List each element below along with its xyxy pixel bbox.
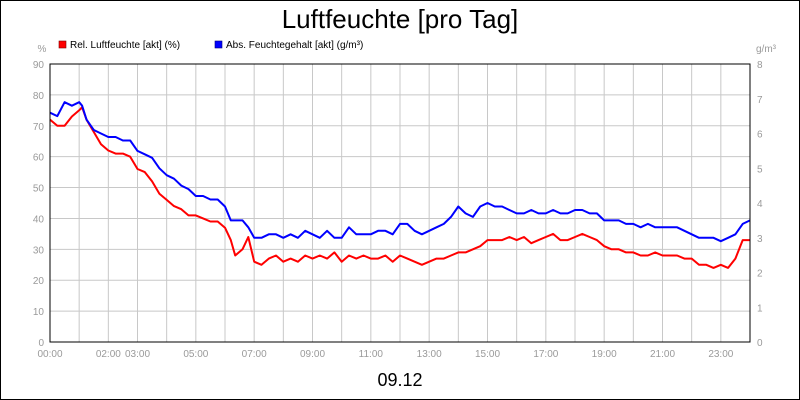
y-right-tick-label: 4 <box>757 199 763 210</box>
x-tick-label: 03:00 <box>125 349 150 360</box>
y-left-tick-label: 80 <box>33 91 45 102</box>
x-tick-label: 23:00 <box>708 349 733 360</box>
y-left-tick-label: 40 <box>33 214 45 225</box>
y-left-tick-label: 30 <box>33 245 45 256</box>
y-right-tick-label: 8 <box>757 60 763 71</box>
x-tick-label: 09:00 <box>300 349 325 360</box>
y-left-tick-label: 60 <box>33 153 45 164</box>
y-right-tick-label: 0 <box>757 338 763 349</box>
y-left-tick-label: 0 <box>38 338 44 349</box>
x-tick-label: 00:00 <box>37 349 62 360</box>
y-left-tick-label: 70 <box>33 122 45 133</box>
y-right-ticks: 0 1 2 3 4 5 6 7 8 <box>757 60 763 349</box>
y-right-tick-label: 3 <box>757 234 763 245</box>
x-tick-label: 02:00 <box>96 349 121 360</box>
legend-label-rel: Rel. Luftfeuchte [akt] (%) <box>70 40 180 51</box>
y-right-tick-label: 2 <box>757 269 763 280</box>
x-tick-label: 17:00 <box>533 349 558 360</box>
y-left-tick-label: 10 <box>33 307 45 318</box>
x-tick-label: 11:00 <box>359 349 384 360</box>
y-right-tick-label: 7 <box>757 95 763 106</box>
series-lines <box>49 101 751 269</box>
chart-title: Luftfeuchte [pro Tag] <box>282 4 519 34</box>
y-right-tick-label: 6 <box>757 130 763 141</box>
legend-label-abs: Abs. Feuchtegehalt [akt] (g/m³) <box>226 40 363 51</box>
legend: Rel. Luftfeuchte [akt] (%) Abs. Feuchteg… <box>58 40 363 51</box>
grid <box>49 63 751 343</box>
x-tick-label: 13:00 <box>417 349 442 360</box>
y-left-tick-label: 20 <box>33 276 45 287</box>
series-line-abs-humidity <box>49 101 751 243</box>
y-left-tick-label: 90 <box>33 60 45 71</box>
legend-swatch-abs <box>214 40 223 49</box>
x-tick-label: 19:00 <box>592 349 617 360</box>
x-tick-label: 07:00 <box>242 349 267 360</box>
y-right-tick-label: 1 <box>757 303 763 314</box>
x-tick-label: 05:00 <box>183 349 208 360</box>
series-line-rel-humidity <box>49 106 750 269</box>
legend-swatch-rel <box>58 40 67 49</box>
right-axis-unit: g/m³ <box>756 44 777 55</box>
y-right-tick-label: 5 <box>757 164 763 175</box>
x-tick-label: 15:00 <box>475 349 500 360</box>
y-left-ticks: 0 10 20 30 40 50 60 70 80 90 <box>33 60 45 349</box>
left-axis-unit: % <box>38 44 47 55</box>
plot-area-border <box>49 63 751 343</box>
y-left-tick-label: 50 <box>33 184 45 195</box>
x-ticks: 00:00 02:00 03:00 05:00 07:00 09:00 11:00 13:00… <box>37 349 733 360</box>
x-tick-label: 21:00 <box>650 349 675 360</box>
date-label: 09.12 <box>377 370 422 390</box>
